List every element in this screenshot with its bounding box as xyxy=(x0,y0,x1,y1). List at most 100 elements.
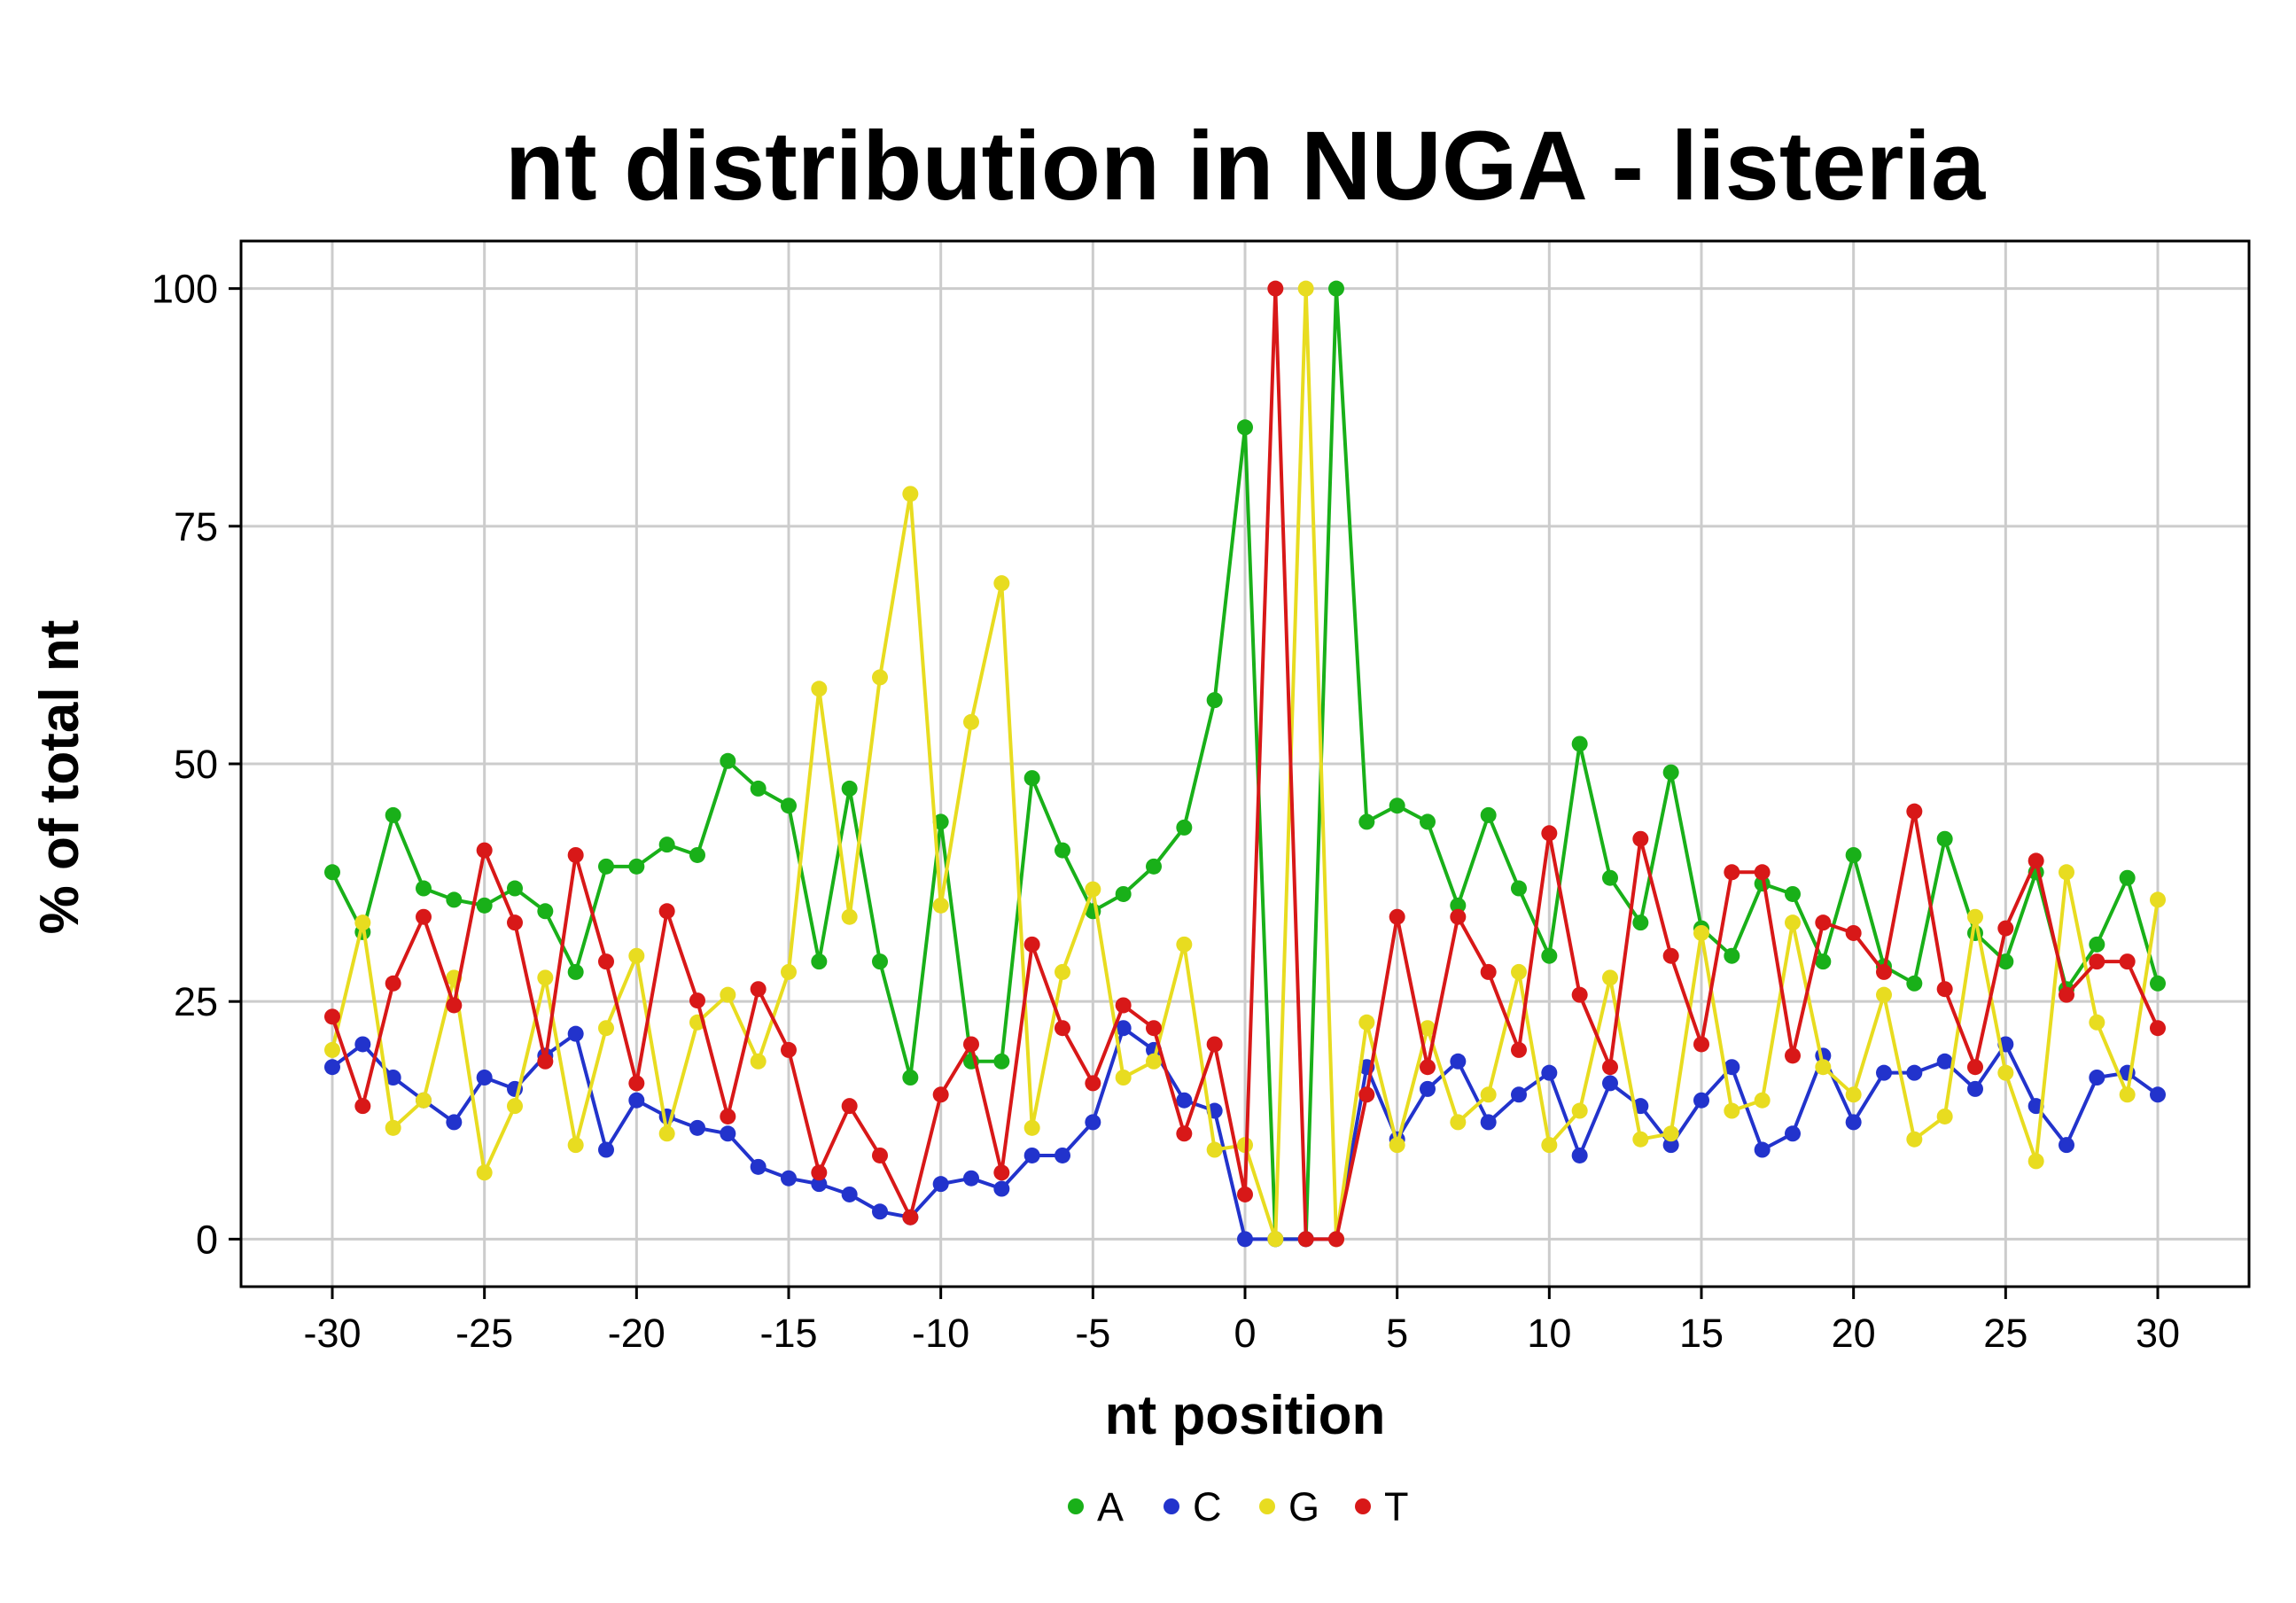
data-point-G xyxy=(1297,280,1314,297)
data-point-A xyxy=(1480,806,1497,823)
data-point-G xyxy=(963,713,979,730)
data-point-G xyxy=(1785,914,1801,931)
data-point-G xyxy=(2059,864,2074,881)
data-point-C xyxy=(1511,1086,1527,1103)
data-point-G xyxy=(1876,986,1892,1003)
data-point-G xyxy=(2089,1014,2105,1031)
data-point-A xyxy=(1571,735,1588,752)
x-tick-label: -20 xyxy=(608,1311,665,1356)
data-point-C xyxy=(1724,1059,1740,1076)
data-point-C xyxy=(2150,1086,2166,1103)
data-point-C xyxy=(1541,1064,1558,1081)
data-point-C xyxy=(1023,1147,1040,1163)
data-point-T xyxy=(1906,803,1923,820)
data-point-T xyxy=(628,1075,645,1092)
data-point-T xyxy=(1055,1020,1070,1037)
legend-item-G: G xyxy=(1259,1484,1319,1529)
data-point-G xyxy=(1206,1141,1223,1158)
data-point-G xyxy=(1450,1114,1467,1131)
data-point-T xyxy=(1785,1047,1801,1064)
data-point-C xyxy=(1785,1125,1801,1142)
data-point-A xyxy=(1724,947,1740,964)
data-point-A xyxy=(1206,692,1223,709)
grid xyxy=(241,241,2249,1287)
data-point-T xyxy=(750,981,767,998)
data-point-T xyxy=(1328,1231,1344,1248)
data-point-T xyxy=(1936,981,1953,998)
x-tick-label: -30 xyxy=(303,1311,361,1356)
data-point-C xyxy=(628,1092,645,1109)
data-point-T xyxy=(1176,1125,1193,1142)
tick-labels: -30 -25 -20 -15 -10 -5 0 5 10 15 20 25 30 0 25 50 75 100 xyxy=(152,267,2180,1356)
legend-item-A: A xyxy=(1068,1484,1124,1529)
data-point-T xyxy=(2150,1020,2166,1037)
data-point-C xyxy=(993,1180,1010,1197)
data-point-A xyxy=(1602,869,1618,886)
data-point-T xyxy=(658,903,675,920)
data-point-C xyxy=(1754,1141,1771,1158)
data-point-G xyxy=(750,1053,767,1070)
data-point-G xyxy=(872,669,888,686)
data-point-A xyxy=(2089,936,2105,953)
data-point-A xyxy=(993,1053,1010,1070)
data-point-T xyxy=(354,1098,371,1115)
data-point-C xyxy=(963,1170,979,1187)
data-point-C xyxy=(1876,1064,1892,1081)
data-point-T xyxy=(2089,953,2105,970)
data-point-C xyxy=(1115,1020,1132,1037)
data-point-A xyxy=(1055,842,1070,859)
data-point-T xyxy=(1450,908,1467,925)
data-point-A xyxy=(1358,813,1375,830)
legend-label-C: C xyxy=(1193,1484,1222,1529)
x-tick-label: 10 xyxy=(1527,1311,1571,1356)
data-point-C xyxy=(1176,1092,1193,1109)
data-point-G xyxy=(1724,1102,1740,1119)
data-point-C xyxy=(354,1036,371,1053)
data-point-T xyxy=(385,975,401,992)
data-point-A xyxy=(1632,914,1649,931)
data-point-T xyxy=(1693,1036,1709,1053)
data-point-C xyxy=(1967,1080,1983,1097)
data-point-G xyxy=(1146,1053,1162,1070)
data-point-T xyxy=(1997,920,2014,937)
data-point-C xyxy=(1480,1114,1497,1131)
data-point-A xyxy=(476,897,493,914)
data-point-A xyxy=(446,891,463,908)
data-point-G xyxy=(628,947,645,964)
data-point-T xyxy=(1754,864,1771,881)
data-point-T xyxy=(1297,1231,1314,1248)
data-point-C xyxy=(872,1203,888,1220)
data-point-T xyxy=(2119,953,2136,970)
x-tick-label: 15 xyxy=(1679,1311,1724,1356)
data-point-C xyxy=(1662,1137,1679,1154)
data-point-G xyxy=(1906,1131,1923,1148)
data-point-C xyxy=(476,1070,493,1086)
data-point-A xyxy=(841,780,858,797)
data-point-C xyxy=(567,1025,584,1042)
x-tick-label: 20 xyxy=(1832,1311,1876,1356)
data-point-A xyxy=(902,1070,919,1086)
data-point-G xyxy=(1511,963,1527,980)
data-point-T xyxy=(1815,914,1832,931)
data-point-A xyxy=(567,963,584,980)
data-point-A xyxy=(1115,885,1132,902)
data-point-C xyxy=(932,1176,949,1193)
data-point-C xyxy=(1237,1231,1253,1248)
data-point-A xyxy=(1420,813,1436,830)
y-tick-label: 50 xyxy=(174,742,218,787)
legend-label-G: G xyxy=(1288,1484,1319,1529)
data-point-G xyxy=(841,908,858,925)
data-point-C xyxy=(2089,1070,2105,1086)
data-point-G xyxy=(993,575,1010,592)
data-point-G xyxy=(507,1098,523,1115)
legend-key-G xyxy=(1259,1498,1275,1514)
data-point-A xyxy=(537,903,554,920)
legend-label-A: A xyxy=(1097,1484,1124,1529)
data-point-A xyxy=(689,846,705,863)
data-point-G xyxy=(1541,1137,1558,1154)
data-point-G xyxy=(658,1125,675,1142)
data-point-T xyxy=(1662,947,1679,964)
data-point-A xyxy=(628,858,645,875)
data-point-T xyxy=(1602,1059,1618,1076)
data-point-A xyxy=(1997,953,2014,970)
